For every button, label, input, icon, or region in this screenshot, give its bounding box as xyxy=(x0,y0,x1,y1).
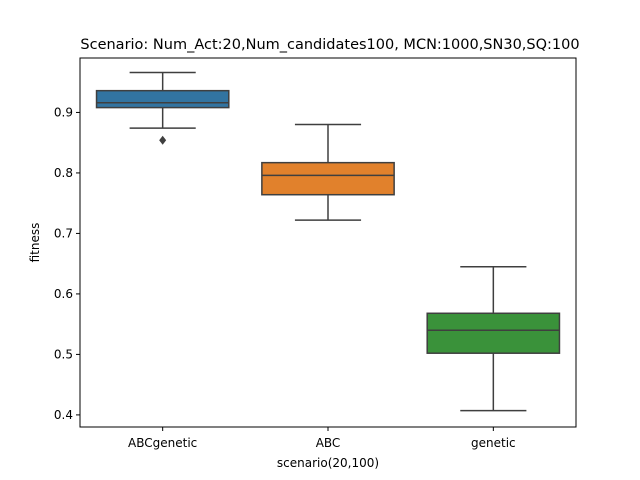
y-tick-label: 0.5 xyxy=(54,347,73,361)
y-tick-label: 0.9 xyxy=(54,105,73,119)
x-tick-label: ABC xyxy=(316,436,341,450)
x-tick-label: genetic xyxy=(471,436,516,450)
plot-frame xyxy=(79,57,577,428)
box-abc xyxy=(261,161,395,196)
y-axis-label: fitness xyxy=(28,223,42,263)
outlier-abcgenetic xyxy=(159,135,167,145)
y-tick-label: 0.6 xyxy=(54,287,73,301)
y-tick-label: 0.8 xyxy=(54,166,73,180)
box-abcgenetic xyxy=(95,89,230,109)
chart-title: Scenario: Num_Act:20,Num_candidates100, … xyxy=(80,37,579,53)
y-tick-label: 0.7 xyxy=(54,226,73,240)
box-genetic xyxy=(426,312,561,354)
x-axis-label: scenario(20,100) xyxy=(277,456,379,470)
x-tick-label: ABCgenetic xyxy=(128,436,197,450)
y-tick-label: 0.4 xyxy=(54,408,73,422)
